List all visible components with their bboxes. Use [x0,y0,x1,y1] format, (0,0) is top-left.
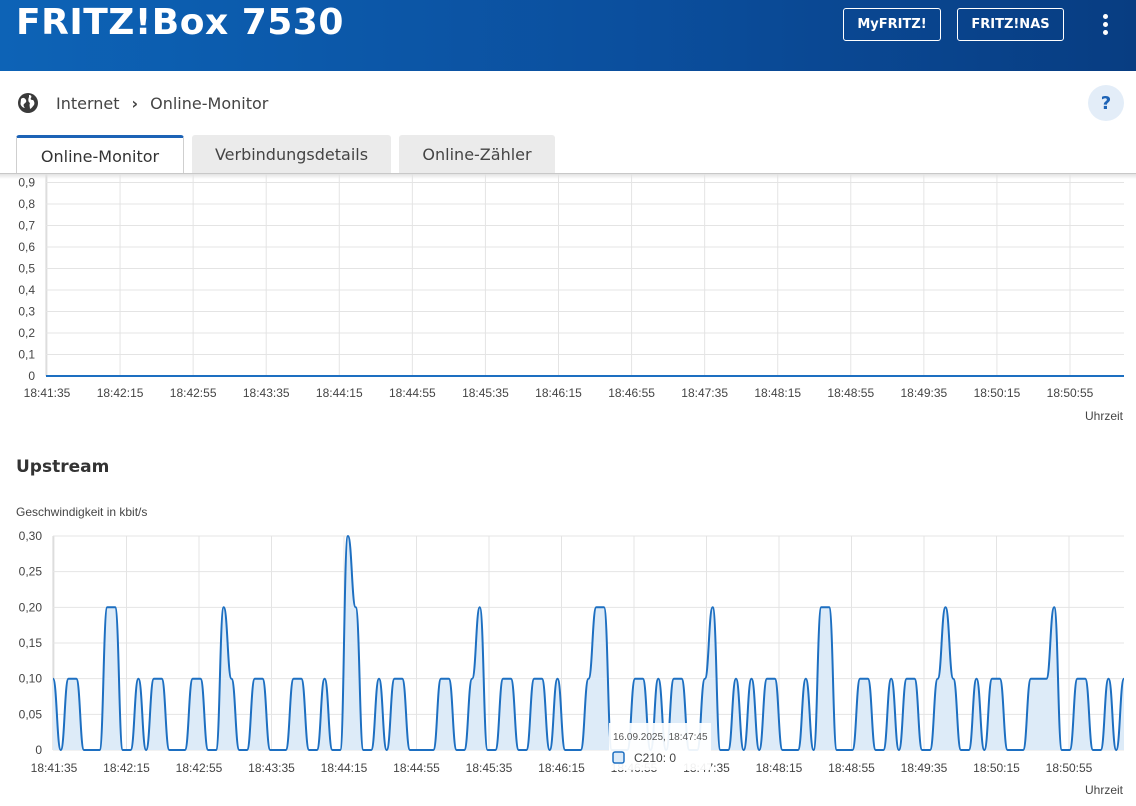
x-tick-label: 18:47:35 [681,386,728,400]
x-tick-label: 18:41:35 [31,761,78,775]
y-tick-label: 0,05 [19,707,43,721]
x-tick-label: 18:49:35 [901,761,948,775]
series-area-fill [53,536,1124,750]
y-tick-label: 0 [35,743,42,757]
x-tick-label: 18:43:35 [248,761,295,775]
x-tick-label: 18:42:55 [170,386,217,400]
x-tick-label: 18:48:15 [754,386,801,400]
y-tick-label: 0,9 [18,176,35,190]
breadcrumb-current-page: Online-Monitor [150,93,269,113]
x-tick-label: 18:44:55 [393,761,440,775]
x-tick-label: 18:48:55 [828,761,875,775]
x-axis-label: Uhrzeit [1085,783,1124,797]
tab-shadow [0,174,1136,179]
y-tick-label: 0,15 [19,636,43,650]
y-tick-label: 0,6 [18,240,35,254]
y-tick-label: 0,3 [18,305,35,319]
top-header: FRITZ!Box 7530 MyFRITZ! FRITZ!NAS [0,0,1136,71]
tab-online-monitor[interactable]: Online-Monitor [16,135,184,174]
x-tick-label: 18:41:35 [24,386,71,400]
x-tick-label: 18:44:15 [321,761,368,775]
x-tick-label: 18:46:15 [535,386,582,400]
help-button[interactable]: ? [1088,85,1124,121]
tab-online-zaehler[interactable]: Online-Zähler [399,135,555,174]
y-tick-label: 0 [28,369,35,383]
x-tick-label: 18:50:15 [974,386,1021,400]
device-title: FRITZ!Box 7530 [16,2,344,43]
y-tick-label: 0,10 [19,672,43,686]
x-tick-label: 18:42:15 [103,761,150,775]
x-tick-label: 18:44:15 [316,386,363,400]
x-tick-label: 18:45:35 [462,386,509,400]
globe-icon [16,91,40,115]
x-tick-label: 18:42:15 [97,386,144,400]
tooltip-series-value: C210: 0 [634,751,676,765]
upstream-chart: 0,30 0,25 0,20 0,15 0,10 0,05 0 18:41:35 18:42:1… [19,529,1125,797]
y-tick-label: 0,25 [19,565,43,579]
y-tick-label: 0,4 [18,283,35,297]
tab-verbindungsdetails[interactable]: Verbindungsdetails [192,135,391,174]
x-tick-label: 18:46:15 [538,761,585,775]
x-tick-label: 18:49:35 [900,386,947,400]
breadcrumb-internet[interactable]: Internet [56,93,120,113]
y-tick-label: 0,8 [18,197,35,211]
x-tick-label: 18:45:35 [466,761,513,775]
tooltip-time: 16.09.2025, 18:47:45 [613,732,708,743]
myfritz-button[interactable]: MyFRITZ! [843,8,941,41]
tooltip-box [609,723,711,770]
x-tick-label: 18:48:55 [827,386,874,400]
kebab-menu-icon[interactable] [1096,14,1116,36]
breadcrumb-separator: › [131,93,139,113]
y-tick-label: 0,2 [18,326,35,340]
x-tick-label: 18:50:55 [1047,386,1094,400]
x-axis-label: Uhrzeit [1085,409,1124,423]
series-line [52,535,1125,751]
x-tick-label: 18:46:55 [608,386,655,400]
y-tick-label: 0,30 [19,529,43,543]
y-tick-label: 0,5 [18,262,35,276]
x-tick-label: 18:48:15 [756,761,803,775]
tooltip-series-swatch [612,751,625,764]
upstream-y-axis-label: Geschwindigkeit in kbit/s [16,505,148,519]
x-tick-label: 18:50:15 [973,761,1020,775]
y-tick-label: 0,1 [18,348,35,362]
x-tick-label: 18:44:55 [389,386,436,400]
downstream-chart: 0,9 0,8 0,7 0,6 0,5 0,4 0,3 0,2 0,1 0 18:41:35 18:4… [18,174,1124,423]
y-tick-label: 0,7 [18,219,35,233]
tab-divider [0,173,1136,174]
x-tick-label: 18:50:55 [1046,761,1093,775]
x-tick-label: 18:42:55 [176,761,223,775]
y-tick-label: 0,20 [19,600,43,614]
x-tick-label: 18:43:35 [243,386,290,400]
breadcrumb: Internet › Online-Monitor [16,91,268,115]
fritznas-button[interactable]: FRITZ!NAS [957,8,1064,41]
upstream-title: Upstream [16,457,110,477]
